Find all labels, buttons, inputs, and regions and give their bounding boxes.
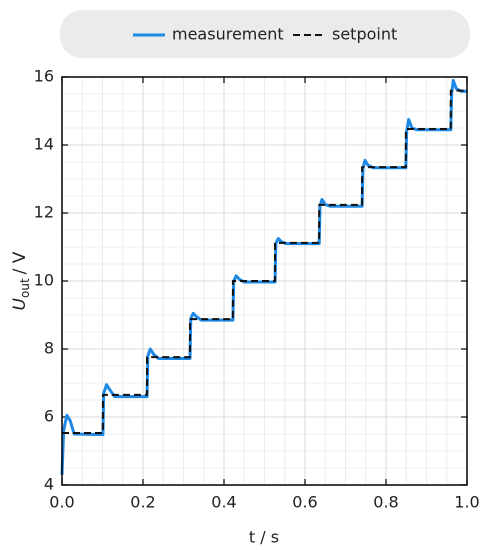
y-tick-label: 6 xyxy=(44,407,54,426)
y-axis-label: Uout / V xyxy=(10,251,32,310)
y-tick-label: 10 xyxy=(34,271,54,290)
x-tick-label: 0.4 xyxy=(211,493,236,512)
y-tick-label: 16 xyxy=(34,67,54,86)
x-tick-label: 0.0 xyxy=(49,493,74,512)
y-label-unit: / V xyxy=(10,251,30,274)
y-tick-label: 8 xyxy=(44,339,54,358)
y-tick-label: 4 xyxy=(44,475,54,494)
y-tick-label: 12 xyxy=(34,203,54,222)
y-label-symbol: U xyxy=(10,297,30,310)
y-label-subscript: out xyxy=(18,278,32,298)
legend-label: measurement xyxy=(172,25,284,44)
plot-frame xyxy=(61,76,468,486)
x-tick-label: 0.8 xyxy=(373,493,398,512)
x-axis-label: t / s xyxy=(249,528,279,547)
data-line xyxy=(62,89,467,434)
legend-box xyxy=(60,10,470,58)
data-line xyxy=(60,78,467,475)
y-tick-label: 14 xyxy=(34,135,54,154)
legend-label: setpoint xyxy=(332,25,397,44)
x-tick-label: 0.2 xyxy=(130,493,155,512)
x-tick-label: 1.0 xyxy=(454,493,479,512)
x-tick-label: 0.6 xyxy=(292,493,317,512)
